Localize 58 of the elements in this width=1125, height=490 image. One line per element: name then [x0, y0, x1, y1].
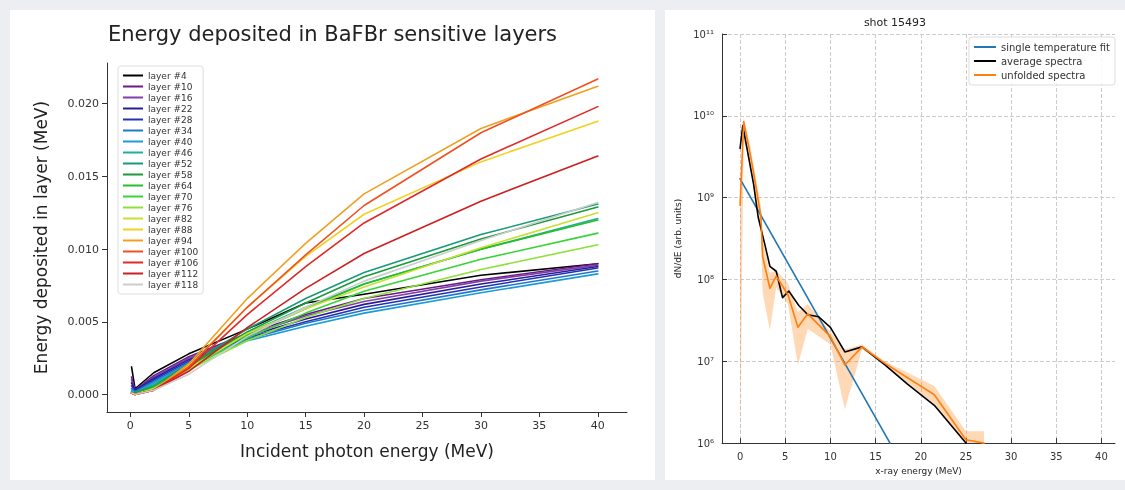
legend-label: layer #40 — [148, 136, 193, 147]
y-tick-label: 0.000 — [67, 388, 99, 402]
legend-label: layer #76 — [148, 202, 193, 213]
x-axis-title: x-ray energy (MeV) — [875, 465, 962, 476]
legend-label: layer #10 — [148, 81, 193, 92]
x-tick-label: 35 — [532, 419, 547, 432]
y-tick-label: 10⁶ — [697, 437, 714, 449]
x-tick-label: 5 — [185, 419, 193, 432]
legend-label: layer #100 — [148, 246, 199, 257]
y-axis-title: Energy deposited in layer (MeV) — [30, 100, 51, 375]
y-tick-label: 0.010 — [67, 242, 99, 256]
x-tick-label: 40 — [1095, 450, 1108, 462]
legend-label: layer #106 — [148, 257, 199, 268]
legend-label: layer #82 — [148, 213, 193, 224]
y-tick-label: 10⁹ — [697, 192, 714, 204]
legend-label: unfolded spectra — [1000, 69, 1086, 81]
legend-label: layer #88 — [148, 224, 193, 235]
x-tick-label: 30 — [1004, 450, 1018, 462]
x-tick-label: 0 — [126, 419, 134, 432]
x-tick-label: 10 — [240, 419, 255, 432]
x-tick-label: 20 — [914, 450, 928, 462]
x-tick-label: 30 — [473, 419, 488, 432]
legend-label: average spectra — [1000, 55, 1083, 67]
x-tick-label: 15 — [298, 419, 313, 432]
legend-label: layer #46 — [148, 147, 193, 158]
x-tick-label: 25 — [959, 450, 973, 462]
legend-label: single temperature fit — [1000, 41, 1111, 53]
legend-label: layer #52 — [148, 158, 193, 169]
legend-label: layer #4 — [148, 70, 187, 81]
y-tick-label: 10¹¹ — [693, 28, 714, 40]
y-tick-label: 0.005 — [67, 315, 99, 329]
legend-label: layer #94 — [148, 235, 193, 246]
chart-title: shot 15493 — [863, 16, 927, 29]
y-tick-label: 10⁷ — [697, 355, 714, 367]
y-tick-label: 0.015 — [67, 169, 99, 183]
x-tick-label: 10 — [824, 450, 837, 462]
legend-label: layer #34 — [148, 125, 193, 136]
legend-label: layer #16 — [148, 92, 193, 103]
legend-label: layer #118 — [148, 279, 199, 290]
x-tick-label: 40 — [590, 419, 605, 432]
y-tick-label: 0.020 — [67, 97, 99, 111]
x-tick-label: 5 — [782, 450, 789, 462]
y-tick-label: 10⁸ — [697, 273, 714, 285]
legend-label: layer #112 — [148, 268, 199, 279]
x-tick-label: 25 — [415, 419, 430, 432]
y-tick-label: 10¹⁰ — [693, 110, 714, 122]
legend-label: layer #58 — [148, 169, 193, 180]
x-tick-label: 35 — [1049, 450, 1063, 462]
x-tick-label: 0 — [736, 450, 744, 462]
legend-label: layer #64 — [148, 180, 193, 191]
x-tick-label: 20 — [357, 419, 372, 432]
y-axis-title: dN/dE (arb. units) — [672, 198, 683, 279]
legend-label: layer #22 — [148, 103, 193, 114]
legend-label: layer #70 — [148, 191, 193, 202]
x-tick-label: 15 — [869, 450, 882, 462]
x-axis-title: Incident photon energy (MeV) — [240, 440, 494, 461]
legend-label: layer #28 — [148, 114, 193, 125]
chart-title: Energy deposited in BaFBr sensitive layers — [107, 21, 558, 46]
